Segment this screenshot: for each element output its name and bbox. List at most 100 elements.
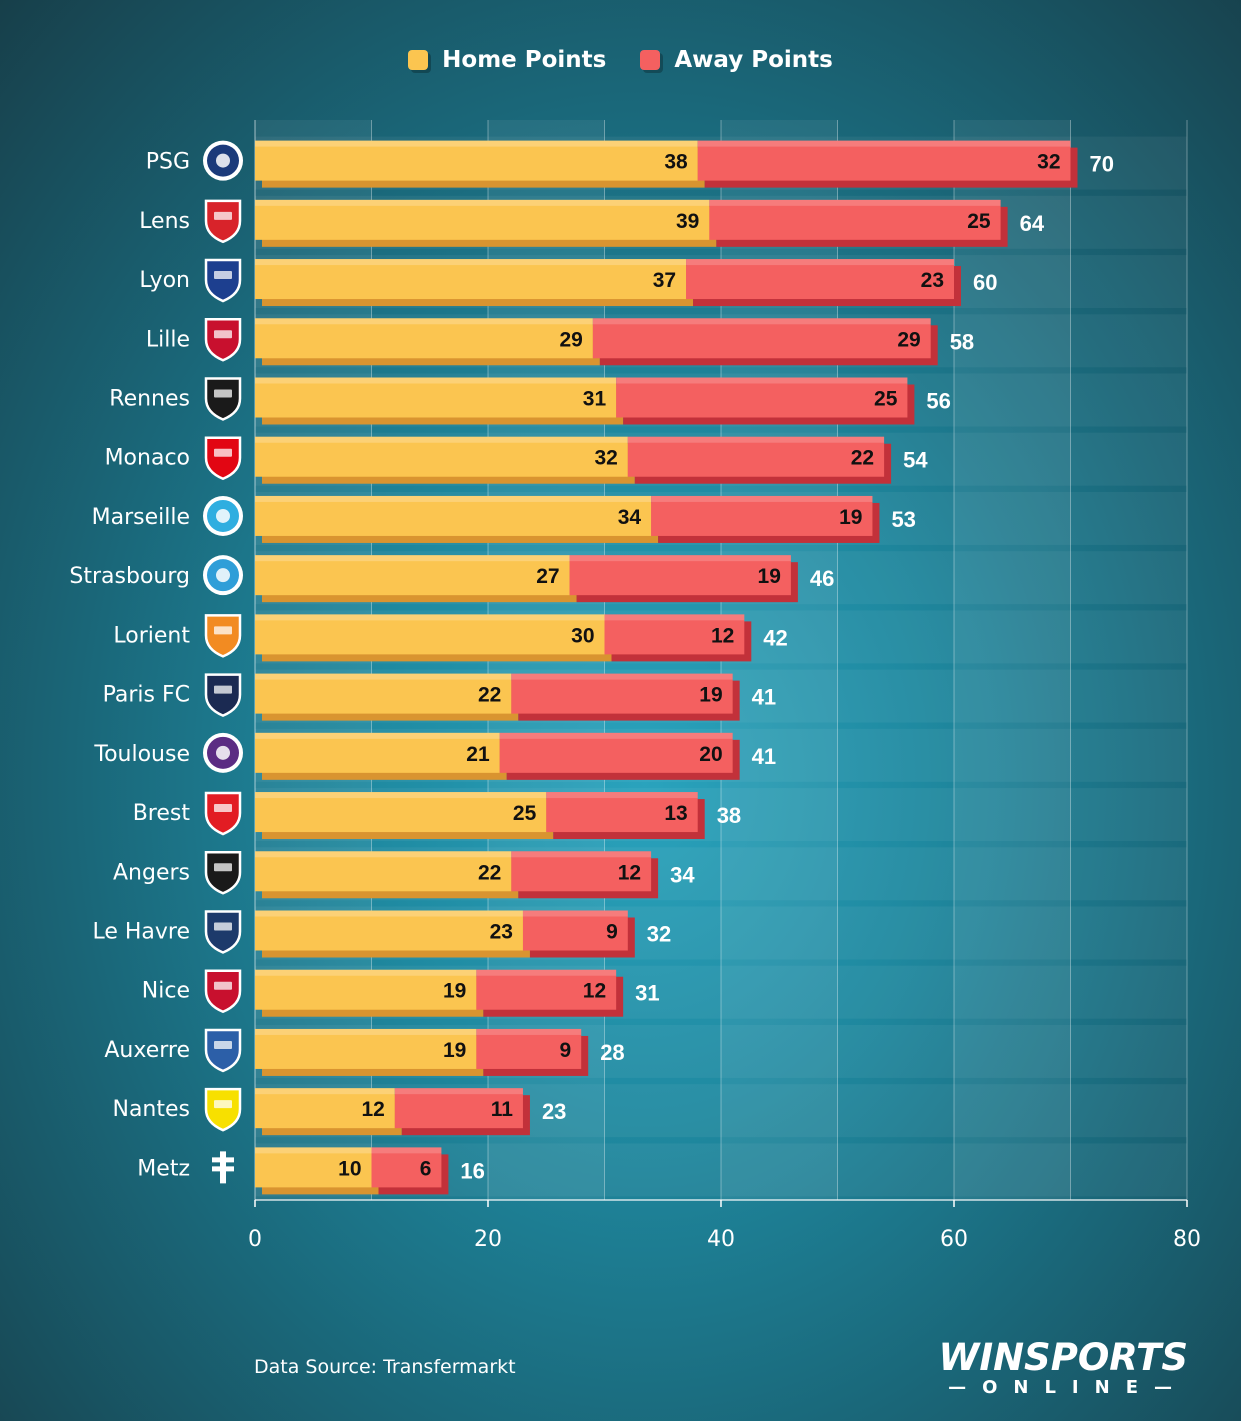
away-bar-highlight [604,614,745,621]
away-bar [476,1028,582,1069]
team-name-label: Metz [137,1156,190,1181]
lyon-crest-icon [204,258,242,303]
away-bar [546,792,698,833]
away-bar [627,436,885,477]
crest-center [216,508,230,523]
crest-band [214,330,232,339]
x-tick-label: 60 [940,1227,968,1252]
total-value-label: 41 [752,685,776,710]
team-name-label: Brest [133,801,191,826]
home-value-label: 30 [571,624,594,647]
team-name-label: Strasbourg [69,564,190,589]
team-name-label: Monaco [105,446,190,471]
away-bar-highlight [546,792,698,799]
home-bar-highlight [255,851,512,858]
total-value-label: 31 [635,981,659,1006]
total-value-label: 56 [926,389,950,414]
x-tick-label: 40 [707,1227,735,1252]
home-bar-highlight [255,614,605,621]
home-value-label: 27 [536,565,559,588]
away-bar [511,851,652,892]
home-bar [255,436,628,477]
team-name-label: Lille [146,327,190,352]
monaco-crest-icon [204,436,242,481]
crest-band [214,981,232,990]
home-value-label: 37 [653,269,676,292]
team-name-label: Lyon [139,268,190,293]
total-value-label: 70 [1090,152,1114,177]
home-bar-highlight [255,377,617,384]
crest-band [214,922,232,931]
home-bar [255,1028,477,1069]
data-source: Data Source: Transfermarkt [254,1356,516,1378]
nantes-crest-icon [204,1087,242,1132]
home-bar-highlight [255,436,628,443]
away-bar [604,614,745,655]
home-bar-highlight [255,1088,395,1095]
crest-band [214,448,232,457]
auxerre-crest-icon [204,1028,242,1073]
away-swatch-icon [640,50,661,70]
nice-crest-icon [204,969,242,1014]
away-value-label: 22 [851,447,874,470]
away-bar [511,673,733,714]
legend: Home Points Away Points [0,40,1241,80]
away-bar [371,1147,442,1188]
home-bar [255,377,617,418]
team-name-label: Paris FC [103,683,190,708]
crest-center [216,153,230,168]
away-value-label: 25 [967,210,991,233]
home-bar-highlight [255,1147,372,1154]
away-value-label: 13 [664,802,687,825]
team-name-label: Nantes [112,1097,190,1122]
x-tick-label: 20 [474,1227,502,1252]
away-bar-highlight [592,318,931,325]
lens-crest-icon [204,199,242,244]
away-bar-highlight [686,259,954,266]
brand-logo: WINSPORTS —ONLINE— [918,1338,1188,1398]
away-bar-highlight [709,199,1001,206]
home-value-label: 39 [676,210,699,233]
x-tick-label: 0 [248,1227,262,1252]
legend-label-home: Home Points [442,47,607,73]
crest-center [216,745,230,760]
team-name-label: Auxerre [104,1038,190,1063]
home-bar [255,495,652,536]
crest-band [214,685,232,694]
away-bar-highlight [394,1088,523,1095]
crest-band [214,626,232,635]
total-value-label: 28 [600,1040,624,1065]
crest-center [216,568,230,583]
crest-band [214,271,232,280]
brand-logo-sub: —ONLINE— [948,1377,1188,1398]
legend-item-home: Home Points [408,47,606,73]
lorient-crest-icon [204,614,242,658]
away-value-label: 12 [618,861,641,884]
away-bar [569,555,791,596]
away-value-label: 9 [606,921,618,944]
home-swatch-icon [408,50,429,70]
away-bar [522,910,628,951]
away-bar-highlight [697,140,1071,147]
team-name-label: Rennes [109,387,190,412]
home-value-label: 19 [443,1039,466,1062]
away-bar [616,377,908,418]
total-value-label: 34 [670,862,695,887]
away-value-label: 19 [839,506,862,529]
home-bar [255,140,698,181]
away-value-label: 29 [897,328,920,351]
away-bar-highlight [476,969,617,976]
home-bar-highlight [255,199,710,206]
team-name-label: Toulouse [93,742,190,767]
grid-band [954,120,1071,1200]
rennes-crest-icon [204,377,242,421]
home-bar-highlight [255,673,512,680]
away-value-label: 23 [921,269,944,292]
away-bar [651,495,873,536]
crest-band [214,389,232,398]
home-bar-highlight [255,969,477,976]
away-value-label: 32 [1037,151,1060,174]
away-bar [709,199,1001,240]
home-value-label: 38 [664,151,688,174]
home-bar [255,1088,395,1129]
